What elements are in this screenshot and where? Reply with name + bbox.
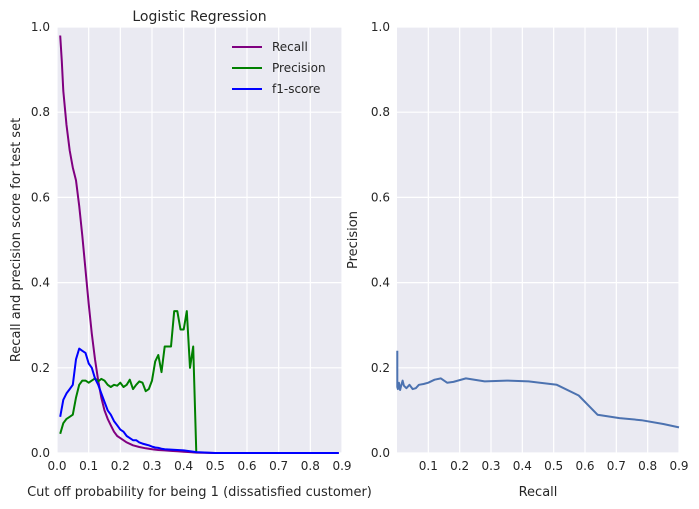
x-tick-label: 0.8 xyxy=(301,459,320,473)
y-tick-label: 0.2 xyxy=(31,361,50,375)
x-tick-label: 0.5 xyxy=(206,459,225,473)
y-tick-label: 0.6 xyxy=(31,190,50,204)
legend: Recall Precision f1-score xyxy=(232,40,326,96)
right-plot-area xyxy=(397,27,679,453)
x-tick-label: 0.6 xyxy=(575,459,594,473)
y-tick-label: 0.4 xyxy=(31,276,50,290)
y-tick-label: 0.0 xyxy=(371,446,390,460)
right-series-lines xyxy=(396,350,680,429)
y-tick-label: 1.0 xyxy=(31,20,50,34)
right-y-axis-label: Precision xyxy=(346,211,361,269)
x-tick-label: 0.5 xyxy=(544,459,563,473)
series-line-f1-score xyxy=(59,347,339,454)
x-tick-label: 0.2 xyxy=(450,459,469,473)
x-tick-label: 0.8 xyxy=(638,459,657,473)
left-series-lines xyxy=(59,35,339,454)
y-tick-label: 0.6 xyxy=(371,190,390,204)
x-tick-label: 0.9 xyxy=(332,459,351,473)
right-x-tick-labels: 0.1 0.2 0.3 0.4 0.5 0.6 0.7 0.8 0.9 xyxy=(419,459,689,473)
x-tick-label: 0.1 xyxy=(419,459,438,473)
y-tick-label: 0.8 xyxy=(31,105,50,119)
x-tick-label: 0.3 xyxy=(142,459,161,473)
x-tick-label: 0.9 xyxy=(669,459,688,473)
right-y-tick-labels: 0.0 0.2 0.4 0.6 0.8 1.0 xyxy=(371,20,390,460)
right-gridlines xyxy=(397,26,680,454)
x-tick-label: 0.3 xyxy=(481,459,500,473)
left-chart-title: Logistic Regression xyxy=(132,9,266,25)
series-line-line-0 xyxy=(396,350,680,429)
x-tick-label: 0.4 xyxy=(513,459,532,473)
x-tick-label: 0.1 xyxy=(79,459,98,473)
y-tick-label: 0.0 xyxy=(31,446,50,460)
y-tick-label: 0.8 xyxy=(371,105,390,119)
left-x-axis-label: Cut off probability for being 1 (dissati… xyxy=(27,485,372,500)
precision-recall-chart: 0.1 0.2 0.3 0.4 0.5 0.6 0.7 0.8 0.9 0.0 0.2 0.4 0.6… xyxy=(346,20,689,500)
right-x-axis-label: Recall xyxy=(519,485,558,500)
y-tick-label: 1.0 xyxy=(371,20,390,34)
x-tick-label: 0.2 xyxy=(111,459,130,473)
legend-label: f1-score xyxy=(272,82,320,96)
x-tick-label: 0.6 xyxy=(237,459,256,473)
left-x-tick-labels: 0.0 0.1 0.2 0.3 0.4 0.5 0.6 0.7 0.8 0.9 xyxy=(47,459,351,473)
y-tick-label: 0.2 xyxy=(371,361,390,375)
left-y-tick-labels: 0.0 0.2 0.4 0.6 0.8 1.0 xyxy=(31,20,50,460)
y-tick-label: 0.4 xyxy=(371,276,390,290)
left-y-axis-label: Recall and precision score for test set xyxy=(9,118,24,362)
legend-label: Precision xyxy=(272,61,326,75)
x-tick-label: 0.7 xyxy=(269,459,288,473)
legend-label: Recall xyxy=(272,40,308,54)
logistic-regression-chart: 0.0 0.1 0.2 0.3 0.4 0.5 0.6 0.7 0.8 0.9 0.0 0.2 0.4… xyxy=(9,9,372,500)
x-tick-label: 0.7 xyxy=(607,459,626,473)
x-tick-label: 0.4 xyxy=(174,459,193,473)
x-tick-label: 0.0 xyxy=(47,459,66,473)
series-line-precision xyxy=(59,310,198,454)
